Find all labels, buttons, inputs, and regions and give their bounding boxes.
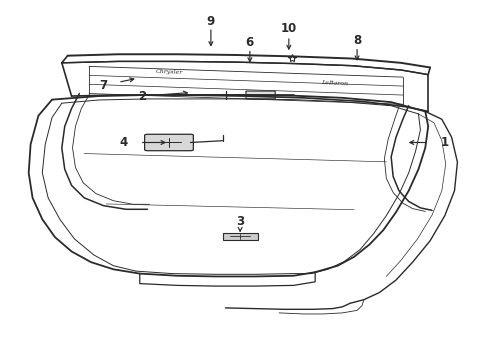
Text: LeBaron: LeBaron (321, 80, 348, 86)
Text: 10: 10 (281, 22, 297, 35)
Text: 6: 6 (246, 36, 254, 49)
Text: 1: 1 (441, 136, 449, 149)
FancyBboxPatch shape (145, 134, 194, 151)
Text: 2: 2 (139, 90, 147, 103)
Bar (222, 233, 258, 240)
Text: 8: 8 (353, 34, 361, 47)
Text: 7: 7 (99, 79, 108, 92)
Text: 9: 9 (207, 14, 215, 27)
Text: 4: 4 (119, 136, 127, 149)
FancyBboxPatch shape (246, 91, 275, 99)
Text: Chrysler: Chrysler (155, 69, 183, 75)
Text: 3: 3 (236, 215, 244, 228)
